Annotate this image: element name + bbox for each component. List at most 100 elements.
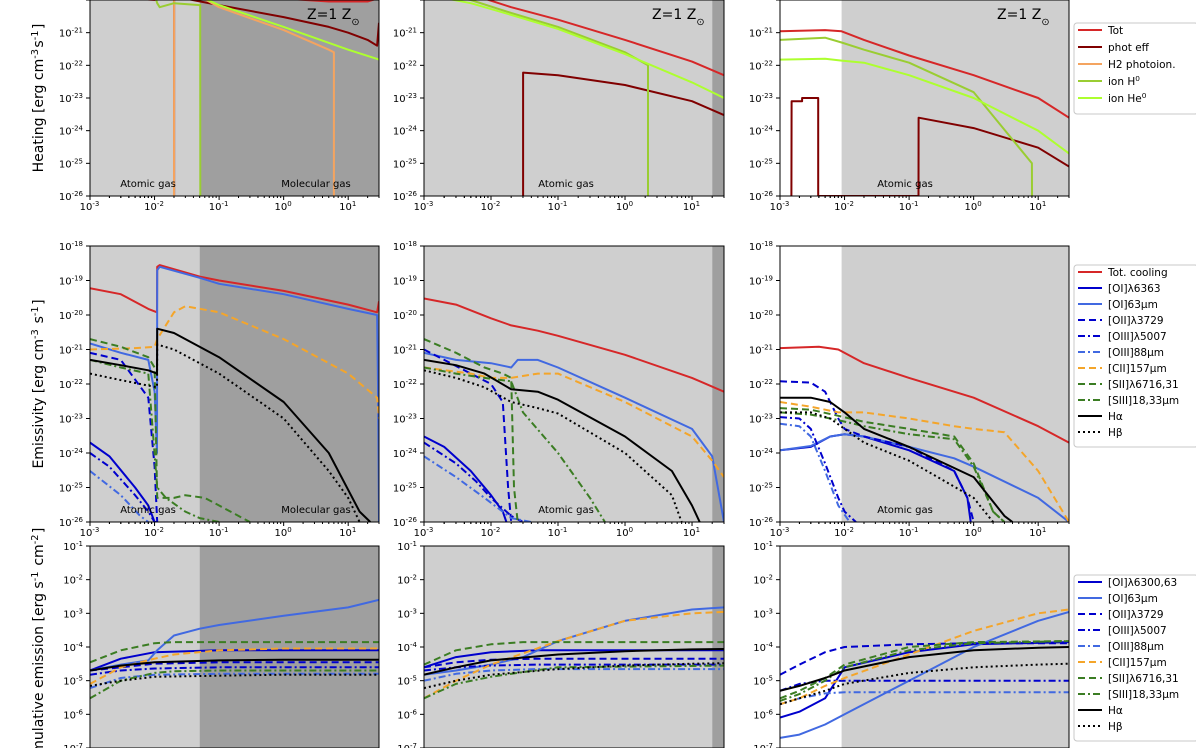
y-tick-label: 10-22 xyxy=(59,378,84,391)
series-line-oi63 xyxy=(780,610,1069,739)
x-tick-label: 10-2 xyxy=(834,526,855,539)
y-tick-label: 10-6 xyxy=(397,708,418,721)
y-tick-label: 10-22 xyxy=(749,59,774,72)
x-tick-label: 10-3 xyxy=(414,526,435,539)
series-line-sii6716 xyxy=(780,640,1069,700)
molecular-gas-label: Molecular gas xyxy=(281,179,350,190)
series-line-ion_h0 xyxy=(465,0,649,196)
legend-label-sii6716: [SII]λ6716,31 xyxy=(1108,379,1179,391)
legend-label-oiii88: [OIII]88μm xyxy=(1108,641,1164,653)
series-line-tot xyxy=(780,29,1069,119)
series-line-oiii88 xyxy=(780,691,1069,706)
series-line-oii3729 xyxy=(90,661,379,672)
y-tick-label: 10-23 xyxy=(59,92,84,105)
y-tick-label: 10-22 xyxy=(749,378,774,391)
series-line-ha xyxy=(424,648,724,676)
x-tick-label: 100 xyxy=(275,526,293,539)
series-line-tot xyxy=(485,0,724,77)
legend-label-siii18: [SIII]18,33μm xyxy=(1108,689,1179,701)
x-tick-label: 10-1 xyxy=(899,200,920,213)
y-tick-label: 10-26 xyxy=(749,190,774,203)
y-tick-label: 10-24 xyxy=(59,125,84,138)
x-tick-label: 10-2 xyxy=(834,200,855,213)
y-tick-label: 10-20 xyxy=(59,309,84,322)
series-line-sii6716 xyxy=(424,641,724,666)
x-tick-label: 10-1 xyxy=(209,526,230,539)
series-line-oiii5007 xyxy=(90,452,156,522)
y-tick-label: 10-21 xyxy=(749,344,774,357)
x-tick-label: 101 xyxy=(683,526,701,539)
x-tick-label: 101 xyxy=(683,200,701,213)
y-tick-label: 10-25 xyxy=(393,482,418,495)
series-line-oiii88 xyxy=(424,668,724,682)
series-line-ion_h0 xyxy=(780,36,1033,196)
row-ylabel-2: Emissivity [erg cm-3 s-1 ] xyxy=(30,299,48,468)
y-tick-label: 10-3 xyxy=(753,607,774,620)
panel-row3-col1: 10-7 10-6 10-5 10-4 10-3 10-2 10-1 xyxy=(63,540,380,748)
panel-row2-col2: 10-3 10-2 10-1 100 101 10-26 10-25 10-24… xyxy=(393,240,725,539)
x-tick-label: 101 xyxy=(339,200,357,213)
legend-label-cii157: [CII]157μm xyxy=(1108,657,1167,669)
y-tick-label: 10-22 xyxy=(393,378,418,391)
y-tick-label: 10-24 xyxy=(749,447,774,460)
x-tick-label: 10-3 xyxy=(80,526,101,539)
legend-label-oii3729: [OII]λ3729 xyxy=(1108,609,1164,621)
y-tick-label: 10-3 xyxy=(63,607,84,620)
series-line-oi63 xyxy=(90,598,379,672)
metallicity-label: Z=1 Z⊙ xyxy=(307,7,361,28)
y-tick-label: 10-26 xyxy=(59,516,84,529)
series-line-sii6716 xyxy=(424,338,519,522)
y-tick-label: 10-6 xyxy=(753,708,774,721)
y-tick-label: 10-4 xyxy=(753,641,774,654)
legend-label-hb: Hβ xyxy=(1108,427,1123,439)
legend-label-tot: Tot xyxy=(1107,25,1123,37)
shaded-region-light xyxy=(90,0,200,196)
series-line-ha xyxy=(780,396,1014,522)
y-tick-label: 10-24 xyxy=(59,447,84,460)
x-tick-label: 101 xyxy=(1029,526,1047,539)
series-line-oiii5007 xyxy=(780,416,857,522)
legend-label-oiii5007: [OIII]λ5007 xyxy=(1108,625,1167,637)
y-tick-label: 10-6 xyxy=(63,708,84,721)
series-line-siii18 xyxy=(424,664,724,700)
legend-box xyxy=(1073,22,1196,115)
series-line-oi6300 xyxy=(780,641,1069,719)
series-line-oi6363 xyxy=(424,435,508,522)
y-tick-label: 10-24 xyxy=(393,447,418,460)
x-tick-label: 10-3 xyxy=(414,200,435,213)
y-tick-label: 10-23 xyxy=(749,413,774,426)
series-line-hb xyxy=(424,369,683,522)
panel-row3-col2: 10-7 10-6 10-5 10-4 10-3 10-2 10-1 xyxy=(397,540,725,748)
atomic-gas-label: Atomic gas xyxy=(120,179,176,190)
series-line-oi6363 xyxy=(90,441,158,522)
y-tick-label: 10-5 xyxy=(753,675,774,688)
series-line-phot_eff xyxy=(790,97,1069,196)
y-tick-label: 10-23 xyxy=(749,92,774,105)
y-tick-label: 10-24 xyxy=(749,125,774,138)
series-line-tot xyxy=(140,0,376,3)
shaded-region-light xyxy=(841,0,1069,196)
legend-label-oi6300: [OI]λ6300,63 xyxy=(1108,577,1177,589)
y-tick-label: 10-26 xyxy=(59,190,84,203)
series-line-ion_h0 xyxy=(155,0,202,196)
shaded-region-dark xyxy=(712,0,724,196)
shaded-region-light xyxy=(424,546,713,748)
atomic-gas-label: Atomic gas xyxy=(120,505,176,516)
series-line-cii157 xyxy=(780,608,1069,706)
y-tick-label: 10-19 xyxy=(749,275,774,288)
metallicity-label: Z=1 Z⊙ xyxy=(997,7,1051,28)
series-line-oiii5007 xyxy=(424,663,724,672)
y-tick-label: 10-26 xyxy=(749,516,774,529)
y-tick-label: 10-2 xyxy=(753,574,774,587)
y-tick-label: 10-23 xyxy=(393,92,418,105)
y-tick-label: 10-25 xyxy=(59,157,84,170)
series-line-hb xyxy=(424,662,724,690)
x-tick-label: 100 xyxy=(616,526,634,539)
y-tick-label: 10-21 xyxy=(59,27,84,40)
legend-label-siii18: [SIII]18,33μm xyxy=(1108,395,1179,407)
legend-label-oiii5007: [OIII]λ5007 xyxy=(1108,331,1167,343)
shaded-region-dark xyxy=(712,246,724,522)
y-tick-label: 10-26 xyxy=(393,190,418,203)
shaded-region-light xyxy=(90,546,200,748)
series-line-oi63 xyxy=(90,265,379,522)
